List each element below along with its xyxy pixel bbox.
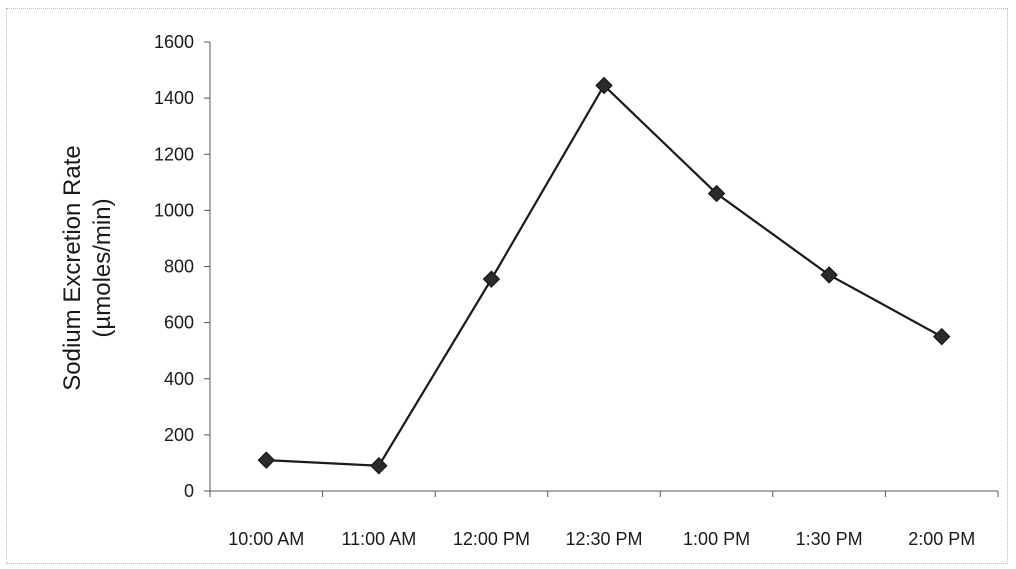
y-tick-label: 1200 [154,144,194,164]
data-point-marker [370,457,388,475]
x-tick-label: 1:30 PM [796,529,863,549]
y-tick-label: 600 [164,313,194,333]
chart-frame [6,8,1008,564]
data-point-marker [482,270,501,288]
y-axis-title-line-2: (µmoles/min) [89,198,116,337]
y-tick-label: 1600 [154,32,194,52]
x-tick-label: 2:00 PM [908,529,975,549]
y-axis-title: Sodium Excretion Rate (µmoles/min) [59,145,116,390]
y-tick-label: 400 [164,369,194,389]
y-axis-title-line-1: Sodium Excretion Rate [59,145,86,390]
x-tick-label: 11:00 AM [341,529,416,549]
data-point-marker [707,184,726,203]
y-tick-label: 1000 [154,200,194,220]
y-tick-label: 1400 [154,88,194,108]
data-point-marker [820,266,838,284]
x-tick-label: 12:00 PM [453,529,530,549]
x-tick-label: 12:30 PM [565,529,642,549]
x-tick-label: 1:00 PM [683,529,750,549]
x-ticks: 10:00 AM 11:00 AM 12:00 PM 12:30 PM 1:00 PM 1… [209,491,999,549]
series-line [266,83,943,467]
axes [209,42,998,492]
y-tick-label: 0 [184,481,194,501]
y-ticks: 0 200 400 600 800 1000 1200 1400 1600 [154,32,210,501]
data-point-marker [595,76,613,95]
data-point-marker [933,327,951,346]
data-point-marker [257,451,275,469]
y-tick-label: 200 [164,425,194,445]
y-tick-label: 800 [164,257,194,277]
series [257,76,951,475]
x-tick-label: 10:00 AM [228,529,304,549]
